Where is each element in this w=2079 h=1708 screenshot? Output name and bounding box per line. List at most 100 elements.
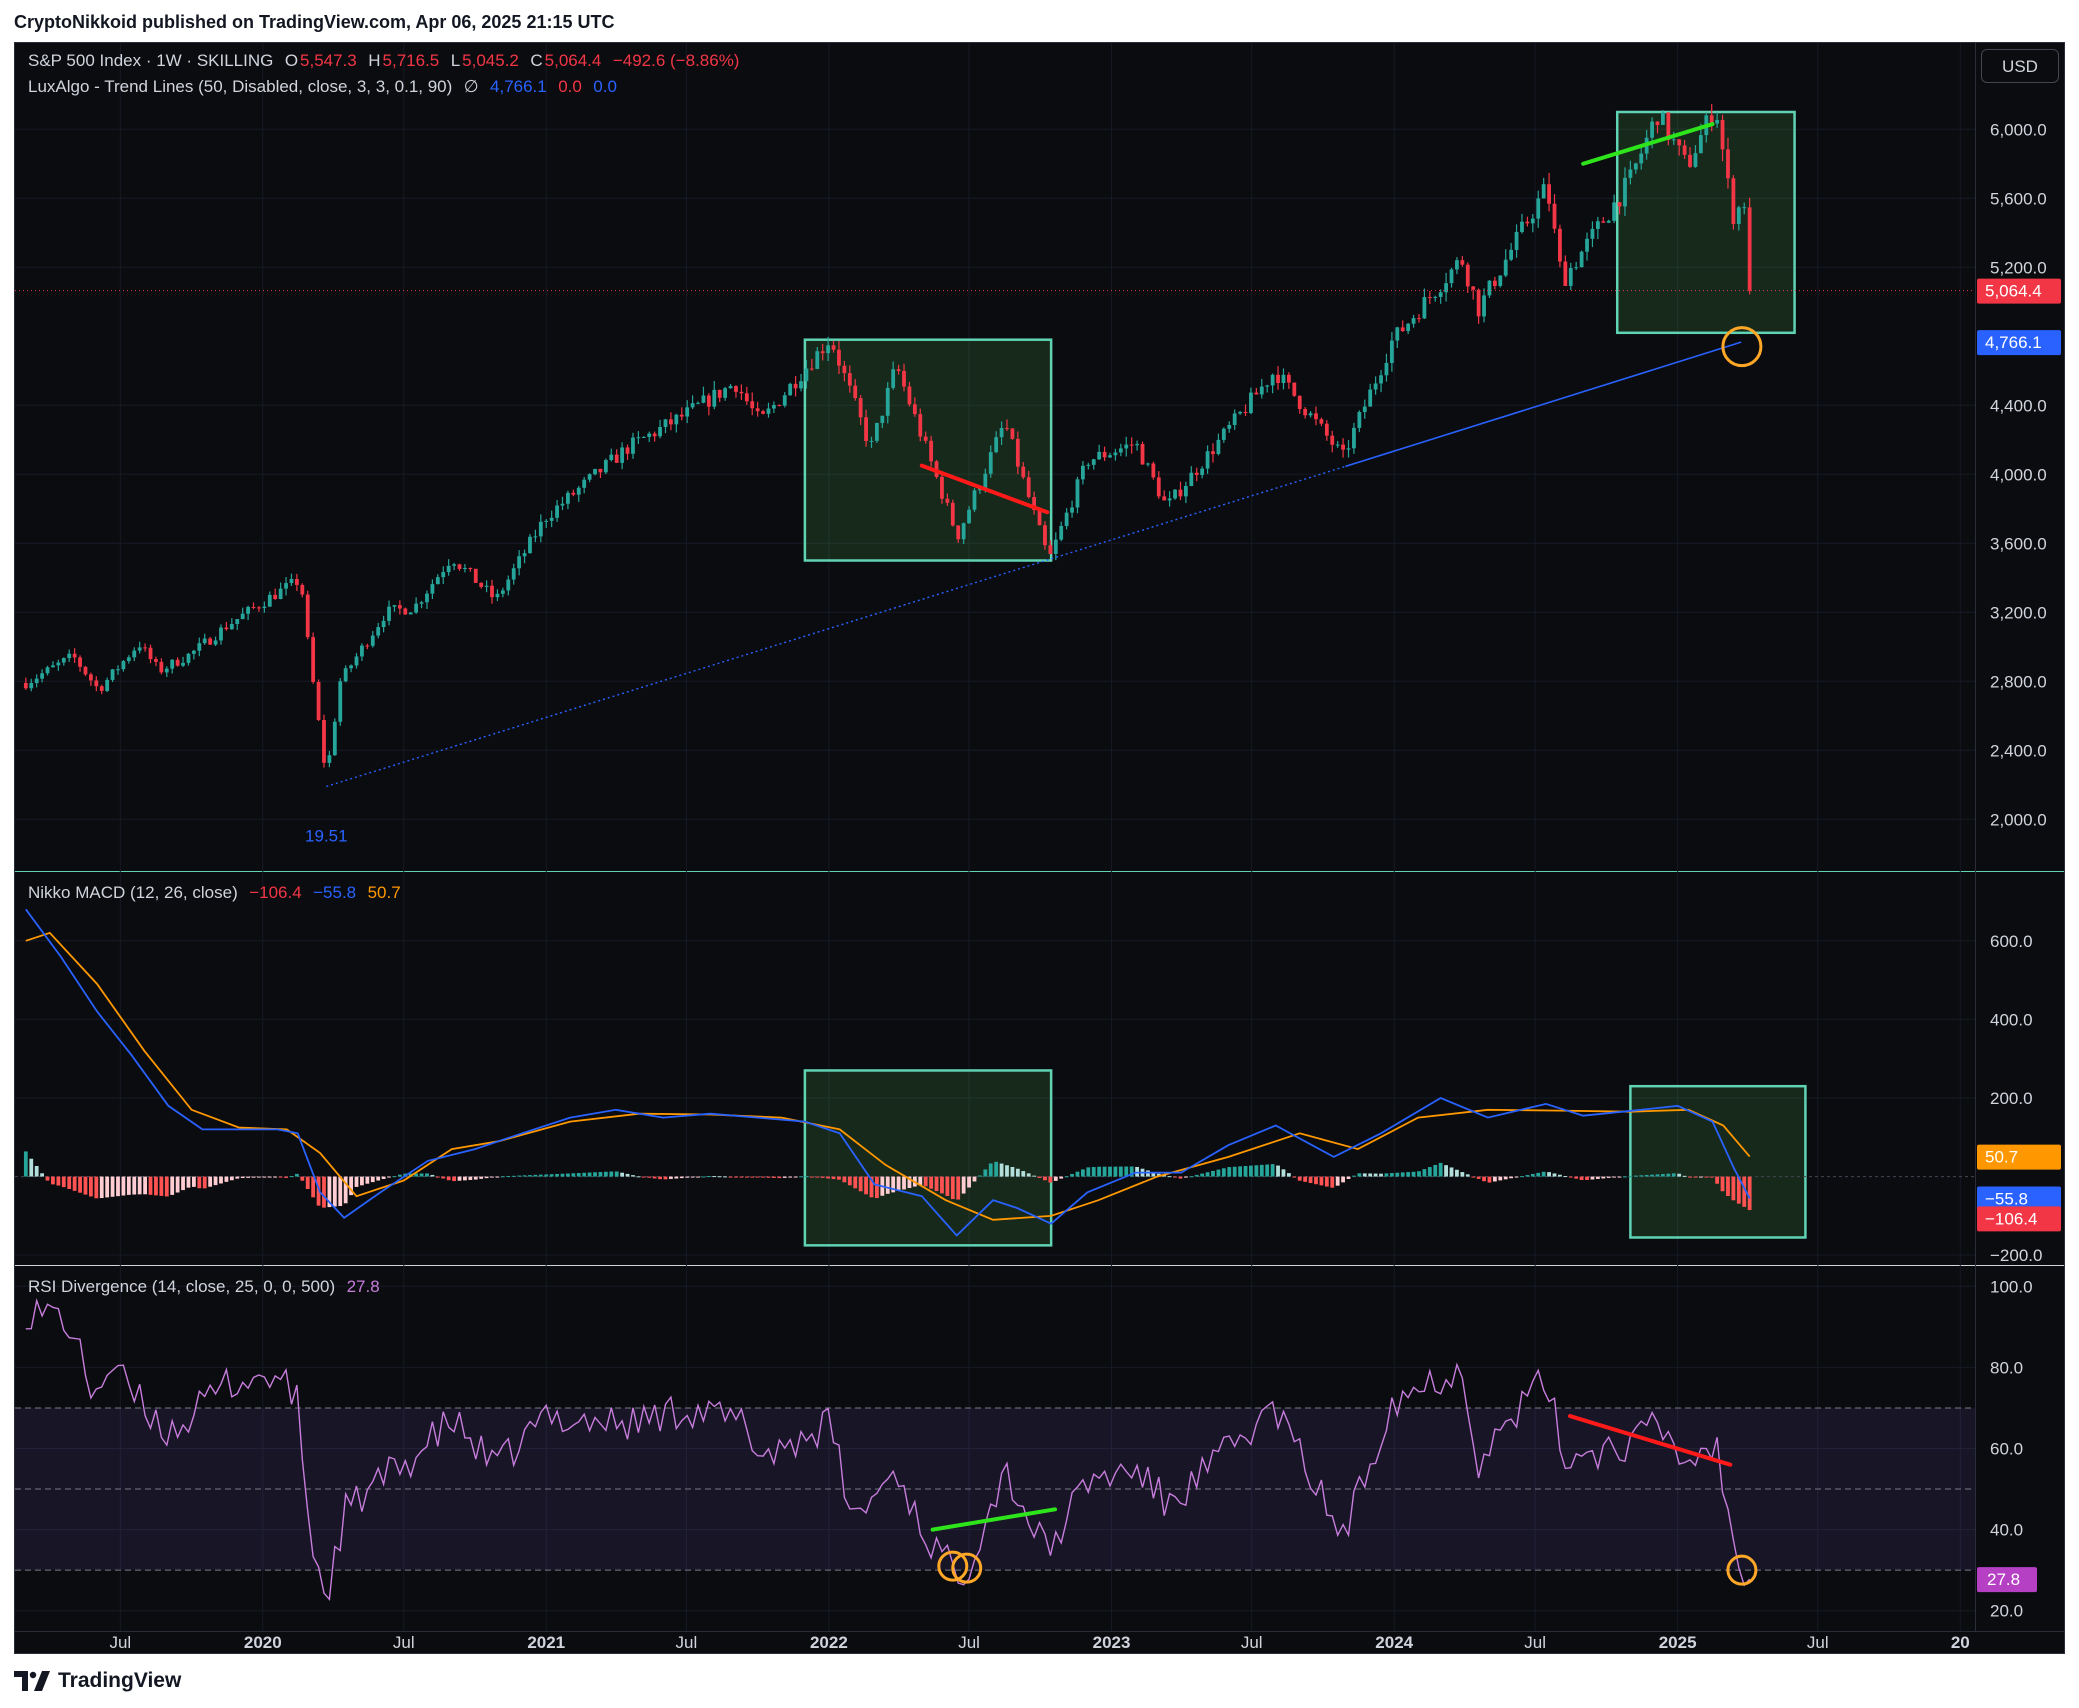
candle-body	[674, 414, 679, 425]
candle-body	[614, 454, 619, 463]
macd-histogram-bar	[934, 1176, 939, 1192]
macd-histogram-bar	[392, 1176, 397, 1178]
macd-histogram-bar	[354, 1176, 359, 1187]
macd-histogram-bar	[1379, 1173, 1383, 1177]
candle-body	[907, 386, 912, 405]
macd-histogram-bar	[414, 1173, 419, 1177]
candle-body	[56, 662, 61, 666]
macd-histogram-bar	[1118, 1166, 1123, 1177]
macd-histogram-bar	[1568, 1176, 1573, 1178]
macd-title[interactable]: Nikko MACD (12, 26, close)	[28, 883, 238, 902]
macd-histogram-bar	[116, 1176, 120, 1197]
macd-histogram-bar	[891, 1176, 896, 1193]
candle-body	[1314, 413, 1318, 420]
macd-value-3: 50.7	[367, 883, 401, 902]
macd-histogram-bar	[1547, 1172, 1551, 1177]
macd-histogram-bar	[842, 1176, 847, 1183]
symbol-title[interactable]: S&P 500 Index · 1W · SKILLING	[28, 51, 274, 70]
macd-histogram-bar	[1064, 1176, 1069, 1178]
candle-body	[701, 395, 706, 403]
candle-body	[842, 365, 847, 374]
candle-body	[1221, 428, 1226, 440]
candle-body	[809, 368, 814, 370]
rsi-value: 27.8	[346, 1277, 380, 1296]
candle-body	[257, 607, 261, 609]
rsi-legend: RSI Divergence (14, close, 25, 0, 0, 500…	[28, 1277, 382, 1297]
change-value: −492.6 (−8.86%)	[612, 51, 740, 70]
macd-histogram-bar	[343, 1176, 348, 1204]
candle-body	[376, 627, 381, 636]
rsi-divergence-line	[930, 1507, 1058, 1532]
candle-body	[175, 659, 180, 666]
candle-body	[1357, 412, 1362, 428]
macd-histogram-bar	[1509, 1176, 1514, 1179]
macd-histogram-bar	[576, 1173, 581, 1177]
candle-body	[999, 427, 1004, 438]
indicator-title[interactable]: LuxAlgo - Trend Lines (50, Disabled, clo…	[28, 77, 453, 96]
candle-body	[446, 565, 451, 573]
macd-histogram-bar	[929, 1176, 934, 1189]
macd-histogram-bar	[1178, 1176, 1183, 1179]
candle-body	[370, 635, 375, 646]
time-axis-tick-label: Jul	[109, 1633, 131, 1652]
macd-histogram-bar	[723, 1176, 728, 1178]
macd-histogram-bar	[907, 1176, 912, 1189]
macd-histogram-bar	[1552, 1173, 1557, 1177]
macd-histogram-bar	[712, 1176, 717, 1178]
macd-histogram-bar	[744, 1176, 749, 1178]
candle-body	[1189, 472, 1194, 487]
macd-histogram-bar	[495, 1176, 500, 1178]
canvas-bg	[15, 43, 2064, 1653]
macd-histogram-bar	[1736, 1176, 1741, 1204]
candle-body	[1015, 438, 1020, 467]
macd-histogram-bar	[1243, 1165, 1248, 1177]
chart-canvas[interactable]: 19.51 6,000.0 5,600.0 5,200.0 4,400.0 4,000.…	[15, 43, 2064, 1653]
macd-histogram-bar	[669, 1176, 673, 1179]
candle-body	[34, 678, 39, 683]
macd-histogram-bar	[1108, 1166, 1112, 1177]
rsi-title[interactable]: RSI Divergence (14, close, 25, 0, 0, 500…	[28, 1277, 336, 1296]
tradingview-logo[interactable]: TradingView	[14, 1668, 181, 1694]
candle-body	[826, 345, 831, 354]
macd-histogram-bar	[1362, 1173, 1367, 1177]
chart-frame[interactable]: 19.51 6,000.0 5,600.0 5,200.0 4,400.0 4,000.…	[14, 42, 2065, 1654]
macd-histogram-bar	[181, 1176, 185, 1191]
macd-histogram-bar	[663, 1176, 668, 1180]
trendline-dashed	[326, 465, 1346, 788]
candle-body	[1606, 220, 1611, 223]
macd-histogram-bar	[961, 1176, 966, 1194]
macd-histogram-bar	[864, 1176, 868, 1195]
candle-body	[164, 668, 169, 673]
candle-body	[891, 369, 896, 388]
macd-histogram-bar	[463, 1176, 467, 1181]
candle-body	[83, 666, 88, 675]
candle-body	[625, 447, 630, 454]
candle-body	[880, 415, 885, 423]
price-axis-tick-label: 5,600.0	[1990, 189, 2047, 208]
candle-body	[837, 349, 841, 366]
candle-body	[1503, 259, 1508, 276]
currency-button[interactable]: USD	[1981, 49, 2059, 83]
candle-body	[1688, 154, 1692, 167]
macd-histogram-bar	[349, 1176, 353, 1196]
candle-body	[316, 681, 321, 720]
macd-histogram-bar	[1010, 1166, 1015, 1177]
macd-histogram-bar	[110, 1176, 115, 1197]
macd-histogram-bar	[772, 1176, 776, 1178]
candle-body	[777, 405, 782, 407]
candle-body	[213, 640, 218, 645]
candle-body	[126, 657, 131, 662]
price-tag	[1977, 278, 2061, 304]
macd-histogram-bar	[1726, 1176, 1730, 1196]
price-tag-label: 4,766.1	[1985, 333, 2042, 352]
indicator-value-1: 4,766.1	[490, 77, 547, 96]
macd-histogram-bar	[1487, 1176, 1492, 1183]
candle-body	[1476, 289, 1481, 317]
macd-histogram-bar	[1352, 1175, 1356, 1177]
macd-histogram-bar	[262, 1176, 267, 1178]
candle-body	[1444, 283, 1448, 293]
macd-histogram-bar	[441, 1176, 446, 1179]
macd-histogram-bar	[132, 1176, 137, 1195]
macd-histogram-bar	[641, 1176, 646, 1178]
macd-histogram-bar	[940, 1176, 944, 1194]
